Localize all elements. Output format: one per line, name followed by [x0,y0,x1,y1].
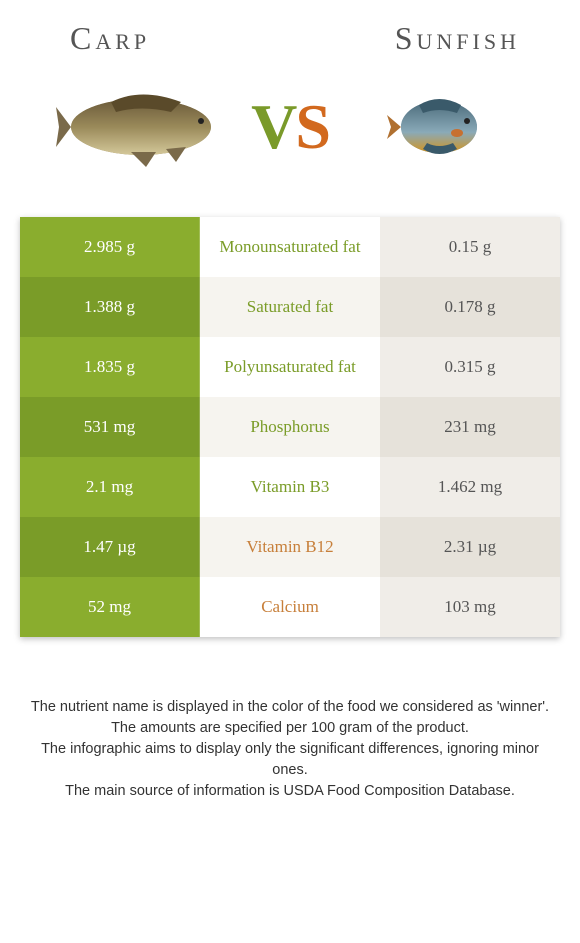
left-value: 1.47 µg [20,517,200,577]
carp-image [30,77,251,177]
nutrient-name: Vitamin B12 [200,517,380,577]
comparison-table: 2.985 gMonounsaturated fat0.15 g1.388 gS… [20,217,560,637]
sunfish-image [329,87,550,167]
table-row: 2.985 gMonounsaturated fat0.15 g [20,217,560,277]
footer-notes: The nutrient name is displayed in the co… [0,637,580,802]
table-row: 1.835 gPolyunsaturated fat0.315 g [20,337,560,397]
footer-line: The nutrient name is displayed in the co… [30,697,550,718]
nutrient-name: Saturated fat [200,277,380,337]
header: Carp Sunfish [0,0,580,57]
table-row: 52 mgCalcium103 mg [20,577,560,637]
nutrient-name: Polyunsaturated fat [200,337,380,397]
table-row: 1.47 µgVitamin B122.31 µg [20,517,560,577]
left-value: 1.388 g [20,277,200,337]
vs-s: S [295,91,329,162]
right-value: 1.462 mg [380,457,560,517]
table-row: 2.1 mgVitamin B31.462 mg [20,457,560,517]
right-value: 103 mg [380,577,560,637]
vs-label: VS [251,90,329,164]
right-value: 231 mg [380,397,560,457]
left-title: Carp [40,20,295,57]
left-value: 2.1 mg [20,457,200,517]
footer-line: The infographic aims to display only the… [30,739,550,781]
left-value: 531 mg [20,397,200,457]
nutrient-name: Calcium [200,577,380,637]
right-value: 0.315 g [380,337,560,397]
images-row: VS [0,57,580,217]
vs-v: V [251,91,295,162]
table-row: 531 mgPhosphorus231 mg [20,397,560,457]
footer-line: The amounts are specified per 100 gram o… [30,718,550,739]
nutrient-name: Vitamin B3 [200,457,380,517]
nutrient-name: Phosphorus [200,397,380,457]
nutrient-name: Monounsaturated fat [200,217,380,277]
right-value: 0.15 g [380,217,560,277]
table-row: 1.388 gSaturated fat0.178 g [20,277,560,337]
left-value: 1.835 g [20,337,200,397]
left-value: 52 mg [20,577,200,637]
right-value: 2.31 µg [380,517,560,577]
right-title: Sunfish [295,20,540,57]
left-value: 2.985 g [20,217,200,277]
right-value: 0.178 g [380,277,560,337]
footer-line: The main source of information is USDA F… [30,781,550,802]
